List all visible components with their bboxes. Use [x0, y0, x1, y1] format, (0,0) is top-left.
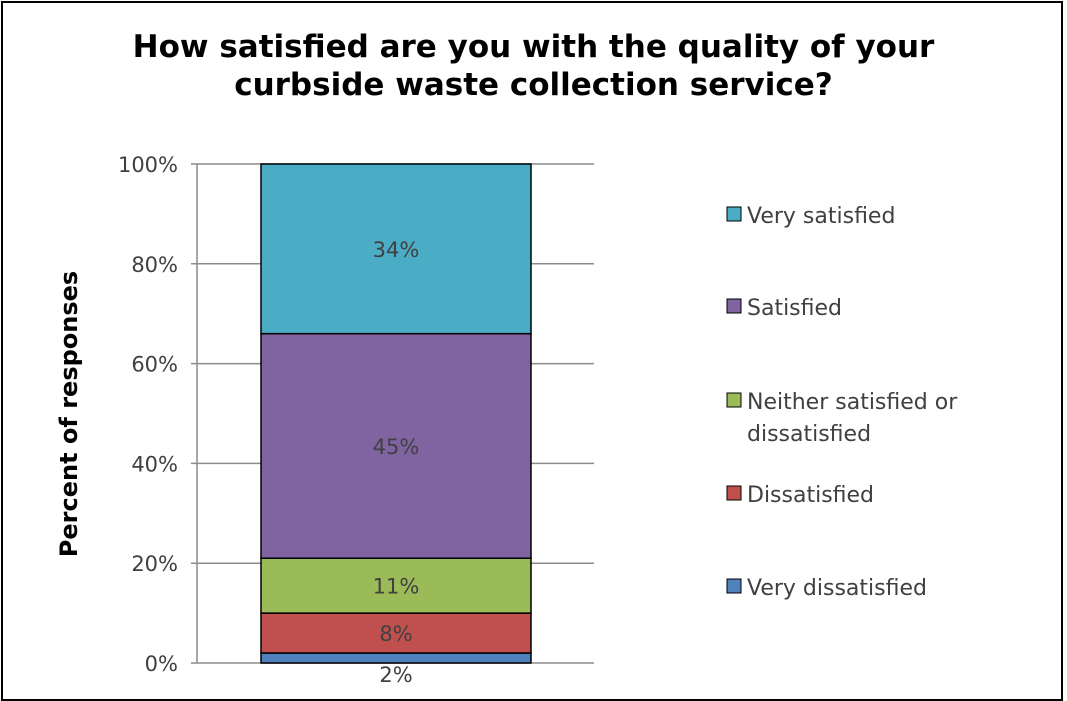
chart-title-line-1: How satisfied are you with the quality o… — [132, 29, 935, 65]
legend-swatch — [726, 485, 742, 501]
data-label: 11% — [373, 575, 420, 599]
legend-label: Very satisfied — [747, 204, 895, 229]
legend-swatch — [726, 206, 742, 222]
data-label: 2% — [379, 663, 412, 687]
data-label: 34% — [373, 238, 420, 262]
legend-item: Satisfied — [726, 296, 842, 321]
y-tick-label: 40% — [131, 452, 178, 476]
legend-item: Very dissatisfied — [726, 576, 927, 601]
bar-segment — [260, 652, 532, 664]
legend-label: Dissatisfied — [747, 483, 874, 508]
legend-label: dissatisfied — [747, 422, 871, 447]
legend-item: Dissatisfied — [726, 483, 874, 508]
legend: Very satisfied Satisfied Neither satisfied… — [726, 204, 958, 601]
legend-label: Neither satisfied or — [747, 390, 958, 415]
bar-segment — [260, 163, 532, 335]
chart-title-line-2: curbside waste collection service? — [234, 67, 833, 103]
legend-label: Very dissatisfied — [747, 576, 927, 601]
bar-segment — [260, 332, 532, 559]
y-tick-label: 60% — [131, 353, 178, 377]
legend-label: Satisfied — [747, 296, 842, 321]
y-axis-ticks: 0% 20% 40% 60% 80% 100% — [118, 153, 178, 676]
chart-title: How satisfied are you with the quality o… — [0, 28, 1067, 104]
data-labels: 2% 8% 11% 45% 34% — [373, 238, 420, 687]
data-label: 8% — [379, 622, 412, 646]
bar-segment — [260, 612, 532, 654]
y-axis-label: Percent of responses — [55, 271, 83, 557]
legend-item: Very satisfied — [726, 204, 895, 229]
y-tick-label: 80% — [131, 253, 178, 277]
y-tick-label: 0% — [145, 652, 178, 676]
legend-swatch — [726, 578, 742, 594]
legend-swatch — [726, 392, 742, 408]
y-tick-label: 20% — [131, 552, 178, 576]
bar-segments — [260, 163, 532, 664]
bar-segment — [260, 557, 532, 614]
data-label: 45% — [373, 435, 420, 459]
y-tick-label: 100% — [118, 153, 178, 177]
legend-swatch — [726, 298, 742, 314]
legend-item: Neither satisfied or dissatisfied — [726, 390, 958, 447]
